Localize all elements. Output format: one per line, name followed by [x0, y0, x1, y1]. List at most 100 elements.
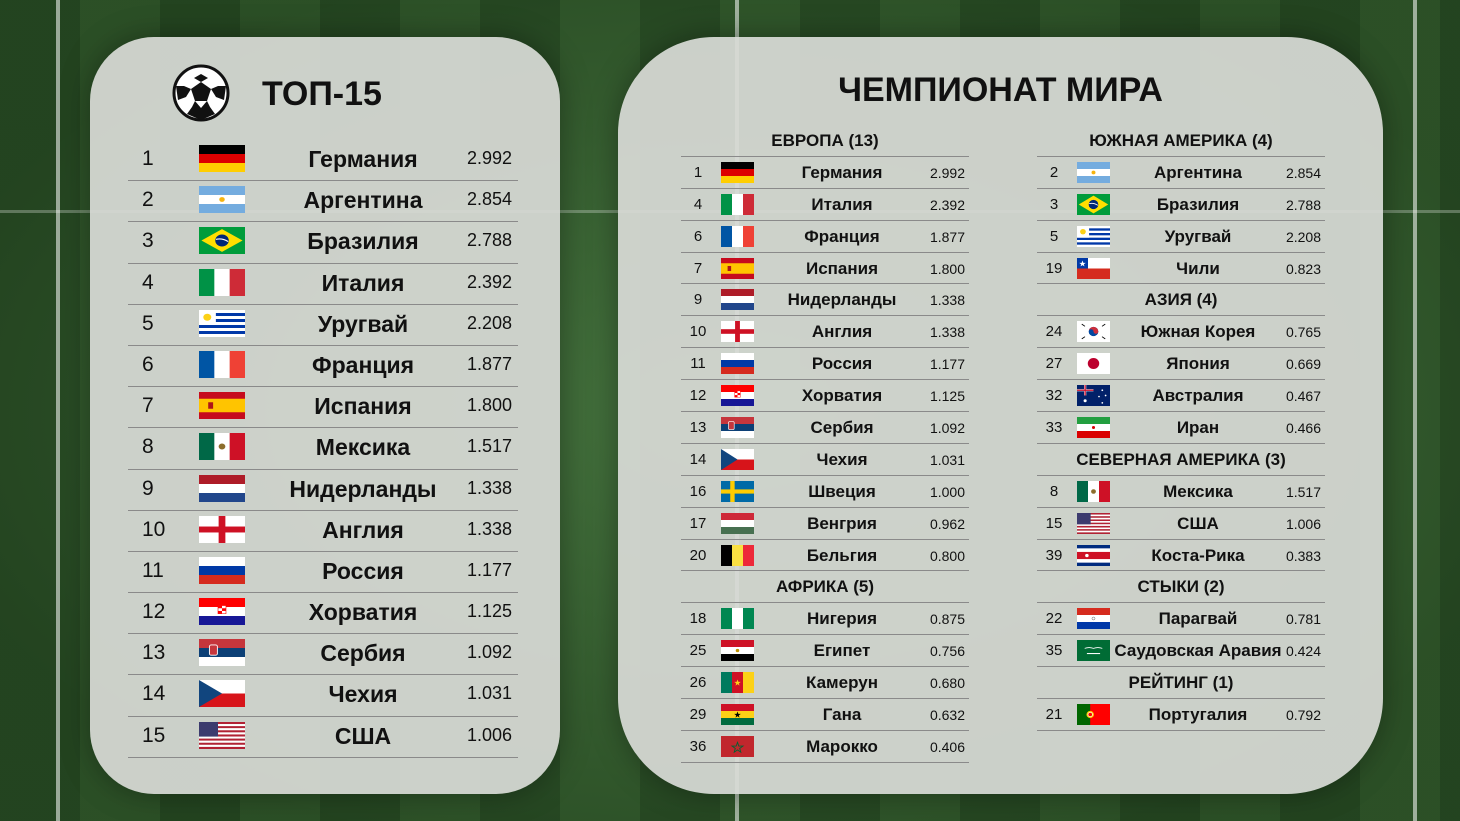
rank-number: 4: [693, 195, 703, 213]
country-name: Иран: [1176, 418, 1220, 438]
list-item: 6 Франция 1.877: [128, 346, 518, 388]
country-name: Аргентина: [303, 187, 423, 214]
rank-number: 8: [142, 435, 154, 459]
country-name: США: [334, 722, 392, 749]
netherlands-flag-icon: [721, 289, 754, 311]
table-row: 29 Гана 0.632: [681, 700, 969, 731]
rank-number: 6: [693, 227, 703, 245]
top15-title: ТОП-15: [262, 75, 382, 113]
table-row: 8 Мексика 1.517: [1037, 477, 1325, 508]
rating-score: 1.031: [466, 683, 512, 704]
table-row: 3 Бразилия 2.788: [1037, 190, 1325, 221]
rank-number: 6: [142, 352, 154, 376]
rating-score: 0.756: [929, 643, 965, 660]
egypt-flag-icon: [721, 640, 754, 662]
rank-number: 33: [1045, 419, 1063, 437]
table-row: 33 Иран 0.466: [1037, 413, 1325, 444]
country-name: Египет: [813, 641, 871, 661]
rank-number: 8: [1049, 482, 1059, 500]
top15-list: 1 Германия 2.992 2 Аргентина 2.854 3 Бразилия 2.…: [128, 140, 518, 758]
serbia-flag-icon: [721, 417, 754, 439]
rank-number: 11: [690, 355, 706, 373]
table-row: 19 Чили 0.823: [1037, 254, 1325, 285]
japan-flag-icon: [1077, 353, 1110, 375]
list-item: 7 Испания 1.800: [128, 387, 518, 429]
rating-score: 1.125: [929, 388, 965, 405]
czechia-flag-icon: [199, 680, 245, 708]
table-row: 14 Чехия 1.031: [681, 445, 969, 476]
rating-score: 1.031: [929, 451, 965, 468]
rank-number: 25: [689, 642, 707, 660]
argentina-flag-icon: [1077, 161, 1110, 183]
rank-number: 2: [142, 188, 154, 212]
table-row: 13 Сербия 1.092: [681, 413, 969, 444]
rank-number: 7: [142, 394, 154, 418]
rating-score: 0.406: [929, 738, 965, 755]
rating-score: 1.092: [929, 420, 965, 437]
table-row: 24 Южная Корея 0.765: [1037, 317, 1325, 349]
france-flag-icon: [199, 350, 245, 378]
rating-score: 1.338: [929, 324, 965, 341]
rank-number: 11: [142, 558, 164, 582]
nigeria-flag-icon: [721, 608, 754, 630]
spain-flag-icon: [199, 392, 245, 420]
table-row: 2 Аргентина 2.854: [1037, 158, 1325, 189]
country-name: Мексика: [315, 434, 411, 461]
mexico-flag-icon: [199, 433, 245, 461]
list-item: 12 Хорватия 1.125: [128, 593, 518, 635]
belgium-flag-icon: [721, 544, 754, 566]
rank-number: 17: [689, 514, 707, 532]
table-row: 7 Испания 1.800: [681, 254, 969, 285]
rating-score: 0.800: [929, 547, 965, 564]
rank-number: 14: [142, 682, 166, 706]
group-heading: ЮЖНАЯ АМЕРИКА (4): [1037, 126, 1325, 157]
rating-score: 2.992: [929, 164, 965, 181]
chile-flag-icon: [1077, 257, 1110, 279]
czechia-flag-icon: [721, 448, 754, 470]
rating-score: 2.854: [1285, 164, 1321, 181]
argentina-flag-icon: [199, 186, 245, 214]
list-item: 8 Мексика 1.517: [128, 428, 518, 470]
rank-number: 29: [689, 706, 707, 724]
country-name: Испания: [314, 393, 412, 420]
rating-score: 1.338: [466, 518, 512, 539]
country-name: Россия: [322, 557, 404, 584]
rating-score: 2.208: [466, 312, 512, 333]
russia-flag-icon: [721, 353, 754, 375]
country-name: Чехия: [328, 681, 398, 708]
germany-flag-icon: [721, 161, 754, 183]
rank-number: 26: [689, 674, 707, 692]
rank-number: 2: [1049, 163, 1059, 181]
pitch-line: [1413, 0, 1417, 821]
rating-score: 2.392: [466, 271, 512, 292]
rating-score: 2.788: [1285, 196, 1321, 213]
rank-number: 1: [693, 163, 703, 181]
rank-number: 10: [689, 323, 707, 341]
country-name: Россия: [811, 354, 873, 374]
rank-number: 14: [689, 450, 707, 468]
list-item: 1 Германия 2.992: [128, 140, 518, 182]
france-flag-icon: [721, 225, 754, 247]
costa-rica-flag-icon: [1077, 544, 1110, 566]
sweden-flag-icon: [721, 480, 754, 502]
rank-number: 15: [142, 723, 166, 747]
table-row: 9 Нидерланды 1.338: [681, 285, 969, 317]
list-item: 11 Россия 1.177: [128, 552, 518, 594]
world-cup-title: ЧЕМПИОНАТ МИРА: [838, 71, 1163, 109]
table-row: 1 Германия 2.992: [681, 158, 969, 189]
rating-score: 0.669: [1285, 356, 1321, 373]
germany-flag-icon: [199, 145, 245, 172]
country-name: Чехия: [816, 449, 868, 469]
rank-number: 20: [689, 546, 707, 564]
rating-score: 1.800: [466, 395, 512, 416]
country-name: Хорватия: [308, 599, 418, 626]
serbia-flag-icon: [199, 639, 245, 667]
italy-flag-icon: [721, 193, 754, 215]
rank-number: 35: [1045, 642, 1063, 660]
rating-score: 1.125: [466, 601, 512, 622]
rating-score: 2.992: [466, 148, 512, 168]
rank-number: 36: [689, 737, 707, 755]
country-name: Германия: [801, 162, 883, 182]
country-name: Нидерланды: [289, 475, 437, 502]
country-name: Япония: [1166, 354, 1230, 374]
